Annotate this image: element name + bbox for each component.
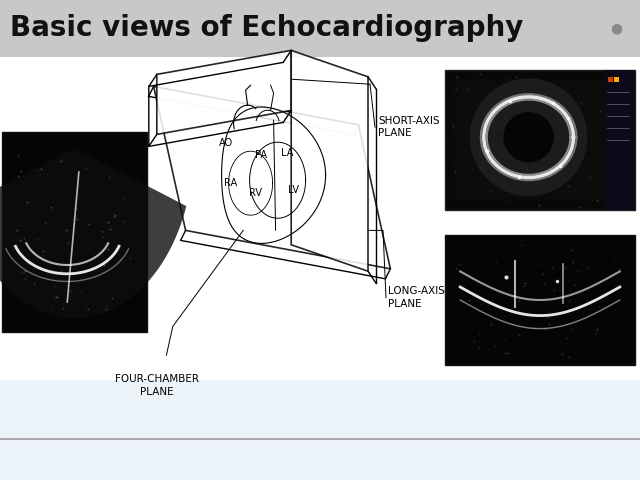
Text: SHORT-AXIS
PLANE: SHORT-AXIS PLANE: [378, 116, 440, 138]
Bar: [459, 84, 621, 196]
Polygon shape: [0, 148, 186, 318]
Circle shape: [504, 112, 554, 162]
Bar: [2, 132, 147, 332]
Bar: [453, 78, 627, 202]
Bar: [609, 77, 613, 82]
Bar: [457, 82, 623, 198]
Text: RV: RV: [249, 188, 262, 198]
Bar: [447, 72, 633, 208]
Circle shape: [470, 78, 588, 196]
Text: RA: RA: [224, 178, 237, 188]
Text: PA: PA: [255, 150, 267, 160]
Polygon shape: [157, 50, 291, 134]
Text: ●: ●: [610, 21, 622, 36]
Polygon shape: [291, 50, 368, 271]
Bar: [445, 70, 635, 210]
Bar: [0, 380, 640, 480]
Bar: [614, 77, 620, 82]
Bar: [445, 70, 635, 210]
Text: Basic views of Echocardiography: Basic views of Echocardiography: [10, 14, 524, 42]
Text: LV: LV: [288, 185, 299, 195]
Bar: [0, 57, 640, 480]
Text: AO: AO: [218, 138, 233, 148]
Bar: [445, 235, 635, 365]
Bar: [0, 0, 640, 57]
Polygon shape: [154, 86, 390, 269]
Bar: [451, 76, 629, 204]
Bar: [449, 74, 631, 206]
Text: LONG-AXIS
PLANE: LONG-AXIS PLANE: [388, 287, 445, 309]
Text: FOUR-CHAMBER
PLANE: FOUR-CHAMBER PLANE: [115, 374, 199, 397]
Bar: [455, 80, 625, 200]
Bar: [605, 70, 635, 210]
Text: LA: LA: [282, 148, 294, 158]
